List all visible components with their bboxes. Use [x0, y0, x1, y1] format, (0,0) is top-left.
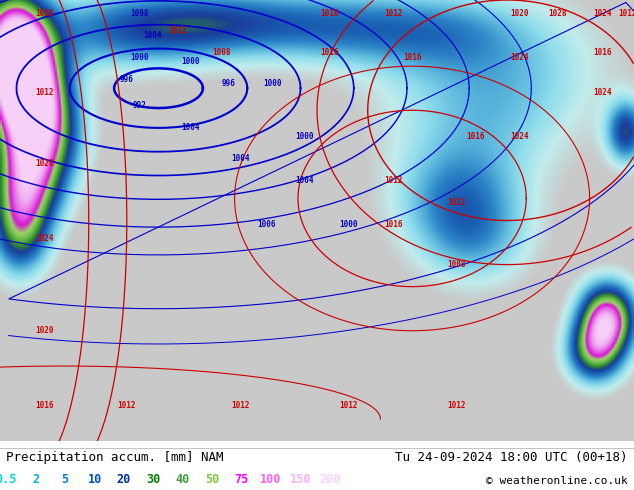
Text: 1012: 1012 — [168, 26, 187, 35]
Text: 1006: 1006 — [257, 220, 276, 229]
Text: 1024: 1024 — [510, 132, 529, 141]
Text: 1004: 1004 — [143, 31, 162, 40]
Text: 1004: 1004 — [231, 154, 250, 163]
Text: 1012: 1012 — [447, 401, 466, 410]
Text: Precipitation accum. [mm] NAM: Precipitation accum. [mm] NAM — [6, 451, 224, 464]
Text: 1012: 1012 — [447, 198, 466, 207]
Text: 1012: 1012 — [339, 401, 358, 410]
Text: 20: 20 — [117, 473, 131, 486]
Text: 1012: 1012 — [384, 176, 403, 185]
Text: 2: 2 — [32, 473, 39, 486]
Text: 1020: 1020 — [35, 159, 54, 168]
Text: 1016: 1016 — [593, 49, 612, 57]
Text: 40: 40 — [176, 473, 190, 486]
Text: 150: 150 — [290, 473, 311, 486]
Text: 1012: 1012 — [231, 401, 250, 410]
Text: 1000: 1000 — [295, 132, 314, 141]
Text: 1008: 1008 — [130, 9, 149, 18]
Text: 1000: 1000 — [339, 220, 358, 229]
Text: 1024: 1024 — [593, 9, 612, 18]
Text: 200: 200 — [319, 473, 340, 486]
Text: 1028: 1028 — [548, 9, 567, 18]
Text: 1024: 1024 — [35, 234, 54, 243]
Text: 1004: 1004 — [295, 176, 314, 185]
Text: 1024: 1024 — [510, 53, 529, 62]
Text: © weatheronline.co.uk: © weatheronline.co.uk — [486, 476, 628, 486]
Text: 1004: 1004 — [181, 123, 200, 132]
Text: 996: 996 — [221, 79, 235, 88]
Text: 1012: 1012 — [384, 9, 403, 18]
Text: 992: 992 — [133, 101, 146, 110]
Text: 1000: 1000 — [181, 57, 200, 66]
Text: 1008: 1008 — [447, 260, 466, 269]
Text: 1016: 1016 — [466, 132, 485, 141]
Text: 1012: 1012 — [35, 88, 54, 97]
Text: 1012: 1012 — [618, 9, 634, 18]
Text: 1016: 1016 — [35, 9, 54, 18]
Text: 100: 100 — [260, 473, 281, 486]
Text: 1016: 1016 — [320, 49, 339, 57]
Text: 5: 5 — [61, 473, 68, 486]
Text: 1012: 1012 — [117, 401, 136, 410]
Text: 1020: 1020 — [510, 9, 529, 18]
Text: 1020: 1020 — [35, 326, 54, 335]
Text: 1000: 1000 — [130, 53, 149, 62]
Text: 1016: 1016 — [320, 9, 339, 18]
Text: 1016: 1016 — [35, 401, 54, 410]
Text: 1000: 1000 — [263, 79, 282, 88]
Text: 50: 50 — [205, 473, 219, 486]
Text: 0.5: 0.5 — [0, 473, 17, 486]
Text: 1016: 1016 — [403, 53, 422, 62]
Text: 1008: 1008 — [212, 49, 231, 57]
Text: 10: 10 — [87, 473, 101, 486]
Text: 1016: 1016 — [384, 220, 403, 229]
Text: 1024: 1024 — [593, 88, 612, 97]
Text: Tu 24-09-2024 18:00 UTC (00+18): Tu 24-09-2024 18:00 UTC (00+18) — [395, 451, 628, 464]
Text: 996: 996 — [120, 75, 134, 84]
Text: 75: 75 — [235, 473, 249, 486]
Text: 30: 30 — [146, 473, 160, 486]
